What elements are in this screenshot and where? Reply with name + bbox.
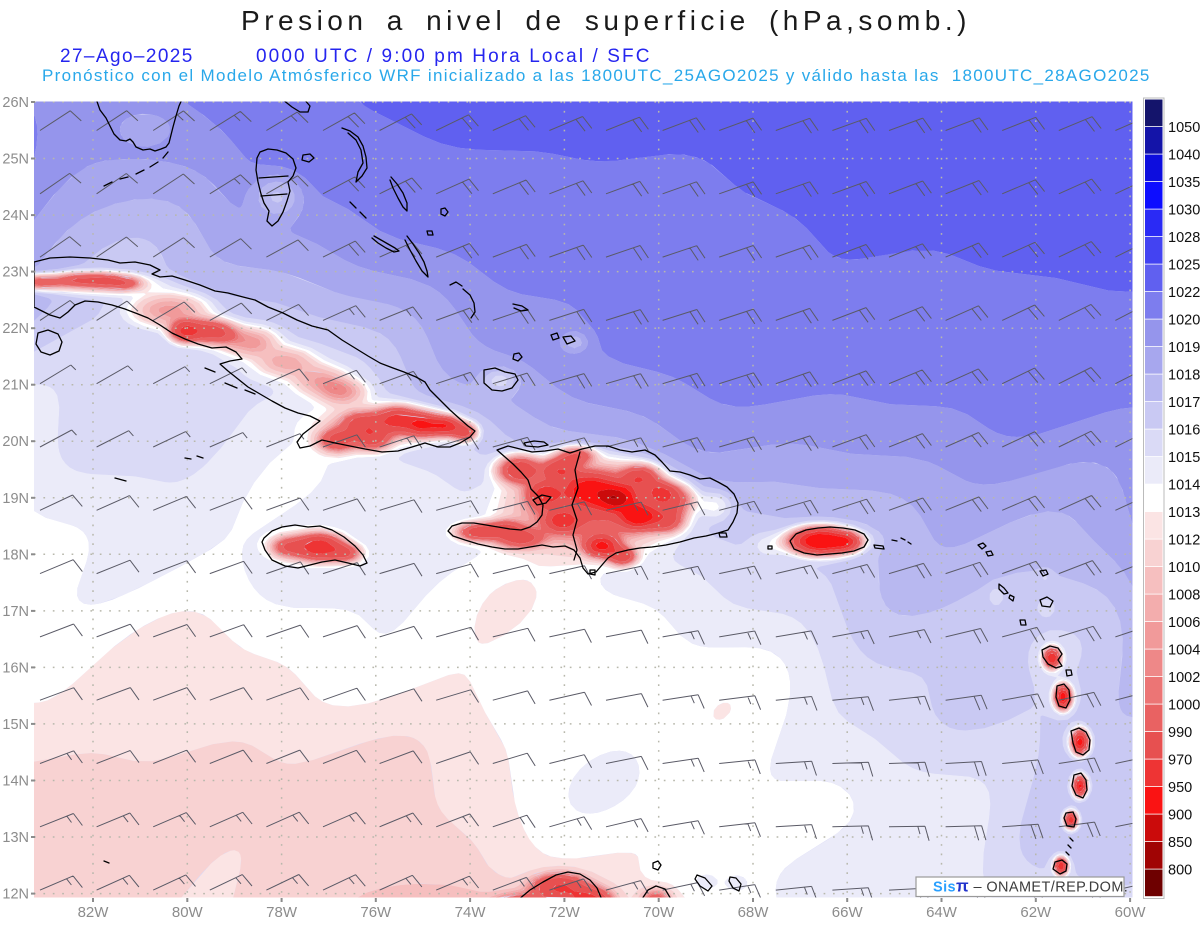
svg-text:1000: 1000 [1168, 698, 1200, 714]
svg-text:74W: 74W [455, 904, 487, 921]
svg-text:1016: 1016 [1168, 423, 1200, 439]
svg-text:1002: 1002 [1168, 670, 1200, 686]
svg-text:1025: 1025 [1168, 258, 1200, 274]
svg-text:1013: 1013 [1168, 505, 1200, 521]
svg-text:1020: 1020 [1168, 313, 1200, 329]
svg-text:990: 990 [1168, 725, 1192, 741]
svg-text:18N: 18N [2, 547, 29, 563]
svg-text:12N: 12N [2, 887, 29, 903]
svg-text:80W: 80W [172, 904, 204, 921]
svg-text:1019: 1019 [1168, 340, 1200, 356]
svg-text:17N: 17N [2, 604, 29, 620]
svg-text:64W: 64W [926, 904, 958, 921]
svg-text:66W: 66W [832, 904, 864, 921]
svg-text:78W: 78W [266, 904, 298, 921]
svg-text:15N: 15N [2, 717, 29, 733]
svg-text:900: 900 [1168, 808, 1192, 824]
svg-text:Sisπ – ONAMET/REP.DOM.: Sisπ – ONAMET/REP.DOM. [933, 878, 1128, 896]
svg-text:60W: 60W [1115, 904, 1147, 921]
svg-text:1006: 1006 [1168, 615, 1200, 631]
svg-text:1012: 1012 [1168, 533, 1200, 549]
svg-text:21N: 21N [2, 378, 29, 394]
svg-text:1008: 1008 [1168, 588, 1200, 604]
svg-text:1004: 1004 [1168, 643, 1200, 659]
svg-text:1017: 1017 [1168, 395, 1200, 411]
svg-text:1028: 1028 [1168, 230, 1200, 246]
svg-text:62W: 62W [1020, 904, 1052, 921]
svg-text:1035: 1035 [1168, 175, 1200, 191]
svg-text:82W: 82W [78, 904, 110, 921]
svg-text:950: 950 [1168, 780, 1192, 796]
svg-text:72W: 72W [549, 904, 581, 921]
svg-text:16N: 16N [2, 660, 29, 676]
svg-text:76W: 76W [360, 904, 392, 921]
svg-text:1030: 1030 [1168, 203, 1200, 219]
svg-text:1040: 1040 [1168, 148, 1200, 164]
svg-text:27–Ago–2025: 27–Ago–2025 [60, 46, 194, 67]
svg-text:1015: 1015 [1168, 450, 1200, 466]
svg-text:1018: 1018 [1168, 368, 1200, 384]
svg-text:1050: 1050 [1168, 120, 1200, 136]
svg-text:19N: 19N [2, 491, 29, 507]
svg-text:26N: 26N [2, 95, 29, 111]
svg-text:1010: 1010 [1168, 560, 1200, 576]
svg-text:Presion a nivel de superficie: Presion a nivel de superficie (hPa,somb.… [241, 5, 971, 36]
svg-text:20N: 20N [2, 434, 29, 450]
svg-text:800: 800 [1168, 863, 1192, 879]
svg-text:68W: 68W [738, 904, 770, 921]
svg-text:22N: 22N [2, 321, 29, 337]
svg-text:14N: 14N [2, 774, 29, 790]
svg-text:850: 850 [1168, 835, 1192, 851]
svg-text:1022: 1022 [1168, 285, 1200, 301]
svg-text:23N: 23N [2, 265, 29, 281]
svg-text:13N: 13N [2, 830, 29, 846]
svg-text:1014: 1014 [1168, 478, 1200, 494]
svg-text:70W: 70W [643, 904, 675, 921]
svg-text:Pronóstico con el Modelo Atmós: Pronóstico con el Modelo Atmósferico WRF… [42, 66, 1151, 85]
svg-text:25N: 25N [2, 152, 29, 168]
svg-text:24N: 24N [2, 208, 29, 224]
svg-text:0000 UTC / 9:00 pm Hora Local: 0000 UTC / 9:00 pm Hora Local / SFC [256, 46, 652, 67]
svg-text:970: 970 [1168, 753, 1192, 769]
